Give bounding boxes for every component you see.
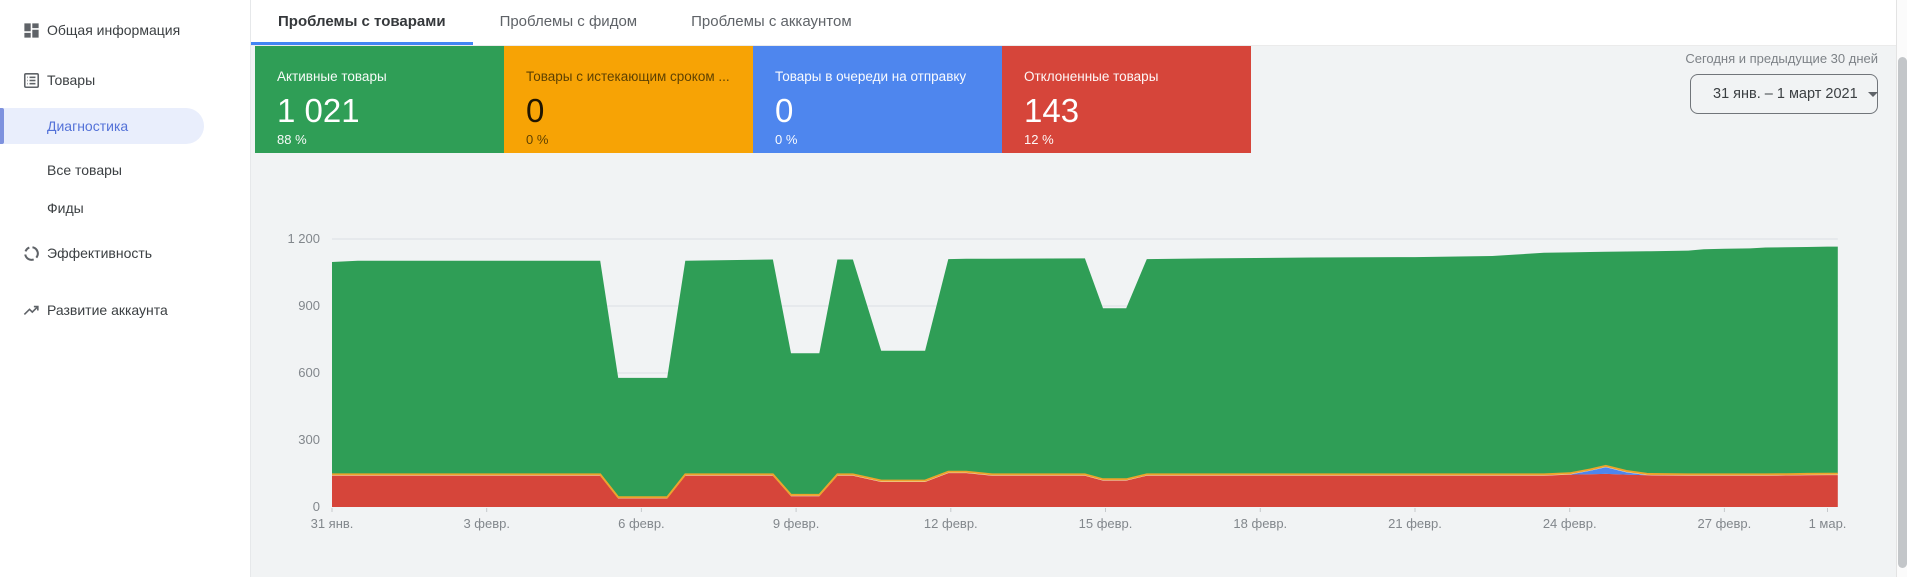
card-title: Товары с истекающим сроком ... [526,69,730,84]
stat-card[interactable]: Товары с истекающим сроком ... 0 0 % [504,46,753,153]
card-percent: 0 % [775,132,798,147]
date-filter: Сегодня и предыдущие 30 дней 31 янв. – 1… [1618,46,1878,114]
vertical-scrollbar[interactable] [1896,0,1907,577]
products-list-icon [21,70,41,90]
sidebar-item-overview[interactable]: Общая информация [0,12,250,48]
card-title: Отклоненные товары [1024,69,1159,84]
sidebar-item-performance[interactable]: Эффективность [0,235,250,271]
sidebar-item-label: Развитие аккаунта [47,302,168,318]
svg-text:900: 900 [298,298,320,313]
card-value: 143 [1024,92,1080,129]
svg-text:21 февр.: 21 февр. [1388,516,1442,531]
dashboard-icon [21,20,41,40]
card-title: Товары в очереди на отправку [775,69,967,84]
sidebar-item-all-products[interactable]: Все товары [0,152,250,188]
sidebar-item-label: Фиды [47,200,84,216]
tab-account-issues[interactable]: Проблемы с аккаунтом [691,13,852,30]
date-range-value: 31 янв. – 1 март 2021 [1713,86,1858,102]
svg-text:24 февр.: 24 февр. [1543,516,1597,531]
tab-product-issues[interactable]: Проблемы с товарами [251,0,473,45]
card-value: 0 [775,92,794,129]
stat-card[interactable]: Активные товары 1 021 88 % [255,46,504,153]
sidebar-item-label: Все товары [47,162,122,178]
stat-card[interactable]: Отклоненные товары 143 12 % [1002,46,1251,153]
svg-text:600: 600 [298,365,320,380]
sidebar-item-feeds[interactable]: Фиды [0,190,250,226]
card-percent: 0 % [526,132,549,147]
date-range-label: Сегодня и предыдущие 30 дней [1685,51,1878,66]
svg-text:12 февр.: 12 февр. [924,516,978,531]
tab-feed-issues[interactable]: Проблемы с фидом [499,13,638,30]
card-value: 1 021 [277,92,360,129]
card-percent: 88 % [277,132,307,147]
tab-bar: Проблемы с товарами Проблемы с фидом Про… [251,0,1896,46]
sidebar-item-label: Товары [47,72,96,88]
sidebar-item-label: Диагностика [47,118,129,134]
trending-up-icon [21,300,41,320]
svg-text:31 янв.: 31 янв. [311,516,354,531]
content-panel: Активные товары 1 021 88 % Товары с исте… [251,46,1896,577]
performance-donut-icon [21,243,41,263]
sidebar-item-growth[interactable]: Развитие аккаунта [0,292,250,328]
svg-text:0: 0 [313,499,320,514]
card-title: Активные товары [277,69,387,84]
card-value: 0 [526,92,545,129]
svg-text:300: 300 [298,432,320,447]
svg-text:27 февр.: 27 февр. [1698,516,1752,531]
svg-text:18 февр.: 18 февр. [1233,516,1287,531]
main-area: Проблемы с товарами Проблемы с фидом Про… [251,0,1896,577]
svg-text:3 февр.: 3 февр. [463,516,510,531]
sidebar-item-label: Общая информация [47,22,181,38]
sidebar-item-products[interactable]: Товары [0,62,250,98]
svg-text:9 февр.: 9 февр. [773,516,820,531]
chart-svg: 0 300 600 900 1 200 31 янв. 3 февр. 6 февр. 9 фе… [287,231,1847,531]
dropdown-caret-icon [1867,91,1878,97]
sidebar: Общая информация Товары Диагностика Все … [0,0,251,577]
date-range-select[interactable]: 31 янв. – 1 март 2021 [1690,74,1878,114]
status-cards-row: Активные товары 1 021 88 % Товары с исте… [255,46,1251,153]
svg-text:6 февр.: 6 февр. [618,516,665,531]
svg-text:1 200: 1 200 [287,231,320,246]
sidebar-item-label: Эффективность [47,245,153,261]
sidebar-item-diagnostics[interactable]: Диагностика [0,108,204,144]
scrollbar-thumb[interactable] [1898,57,1907,568]
svg-text:15 февр.: 15 февр. [1079,516,1133,531]
stat-card[interactable]: Товары в очереди на отправку 0 0 % [753,46,1002,153]
card-percent: 12 % [1024,132,1054,147]
svg-text:1 мар.: 1 мар. [1809,516,1847,531]
